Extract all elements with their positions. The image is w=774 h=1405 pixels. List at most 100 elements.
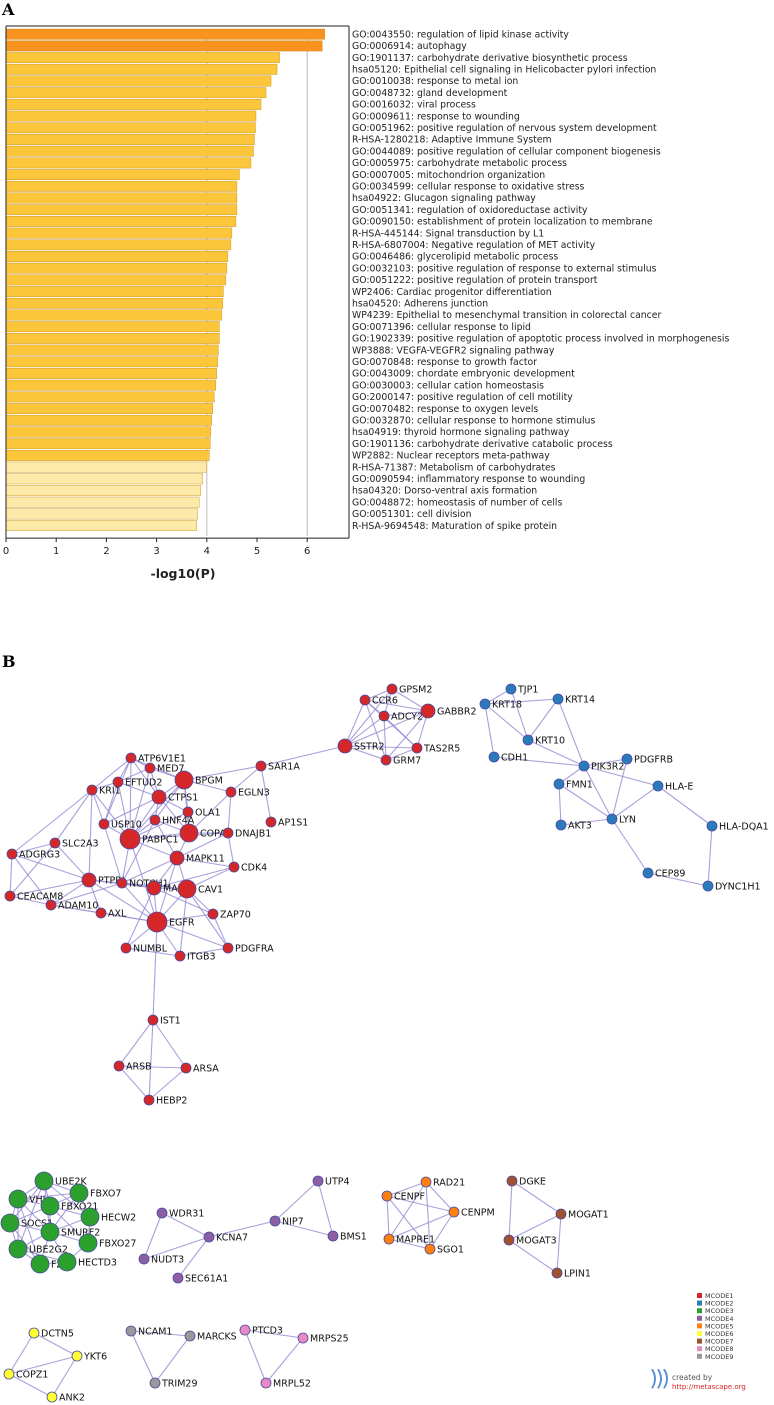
legend-swatch-4 [697,1315,702,1321]
edge-121 [118,1065,150,1101]
bar-label-5: GO:0010038: response to metal ion [352,76,518,87]
edge-205 [8,1373,53,1398]
node-vhl [8,1189,28,1209]
node-label-cdh1: CDH1 [501,753,528,764]
edge-15 [385,710,429,761]
node-wdr31 [156,1207,168,1219]
node-adcy2 [378,710,390,722]
edge-132 [583,758,628,767]
node-dync1h1 [702,880,714,892]
bar-label-15: hsa04922: Glucagon signaling pathway [352,193,536,204]
node-label-wdr31: WDR31 [169,1209,204,1220]
bar-label-13: GO:0007005: mitochondrion organization [352,170,545,181]
edge-83 [121,857,178,884]
edge-189 [425,1181,431,1250]
node-label-socs1: SOCS1 [21,1219,53,1230]
bar-label-11: GO:0044089: positive regulation of cellu… [352,146,661,157]
bar-29 [5,356,219,368]
edge-137 [558,783,613,820]
node-label-mogat3: MOGAT3 [516,1236,557,1247]
node-ceacam8 [4,890,16,902]
edge-56 [129,811,189,840]
bar-2 [5,40,323,52]
node-ube2k [34,1171,54,1191]
edge-195 [388,1238,431,1250]
edge-188 [388,1181,427,1240]
node-copz1 [3,1368,15,1380]
bar-32 [5,391,215,403]
node-notch1 [116,877,128,889]
edge-200 [508,1239,558,1274]
node-fzr1 [30,1254,50,1274]
node-mogat3 [503,1234,515,1246]
bar-7 [5,98,262,110]
edge-125 [484,698,559,705]
node-label-tas2r5: TAS2R5 [423,744,460,755]
node-krt10 [522,734,534,746]
edge-206 [130,1330,191,1337]
legend-label-3: MCODE3 [705,1307,734,1315]
node-label-ccr6: CCR6 [372,696,398,707]
bar-label-43: R-HSA-9694548: Maturation of spike prote… [352,521,557,532]
edge-160 [17,1198,41,1265]
node-adgrg3 [6,848,18,860]
node-label-atp6v1e1: ATP6V1E1 [138,754,186,765]
edge-201 [33,1332,78,1357]
edge-78 [11,853,90,881]
node-label-slc2a3: SLC2A3 [62,839,99,850]
bar-14 [5,180,238,192]
node-label-med7: MED7 [157,764,185,775]
edge-196 [511,1180,562,1215]
bar-label-27: GO:1902339: positive regulation of apopt… [352,334,729,345]
edge-76 [9,842,56,897]
edge-180 [274,1220,334,1237]
node-dgke [506,1175,518,1187]
node-eftud2 [112,776,124,788]
node-label-pdgfrb: PDGFRB [634,755,673,766]
node-label-utp4: UTP4 [325,1177,350,1188]
bar-40 [5,485,201,496]
node-label-ceacam8: CEACAM8 [17,892,63,903]
bar-31 [5,379,217,391]
node-hnf4a [149,814,161,826]
edge-57 [188,791,232,834]
node-label-ube2k: UBE2K [55,1177,88,1188]
edge-178 [274,1180,319,1222]
bar-label-9: GO:0051962: positive regulation of nervo… [352,123,657,134]
bar-label-7: GO:0016032: viral process [352,100,476,111]
legend-label-5: MCODE5 [705,1322,734,1330]
bar-38 [5,461,208,473]
edge-203 [8,1355,78,1375]
bar-39 [5,473,203,485]
node-ykt6 [71,1350,83,1362]
bar-26 [5,321,220,333]
bar-label-39: GO:0090594: inflammatory response to wou… [352,474,585,485]
bar-label-12: GO:0005975: carbohydrate metabolic proce… [352,158,567,169]
edge-139 [611,818,649,874]
bar-label-18: R-HSA-445144: Signal transduction by L1 [352,228,544,239]
node-label-adgrg3: ADGRG3 [19,850,60,861]
bar-label-29: GO:0070848: response to growth factor [352,357,537,368]
edge-20 [260,745,346,767]
edge-119 [148,1019,154,1101]
legend-swatch-5 [697,1323,702,1329]
node-ank2 [46,1391,58,1403]
edge-99 [153,887,214,915]
bar-label-38: R-HSA-71387: Metabolism of carbohydrates [352,462,556,473]
node-axl [95,907,107,919]
bar-label-25: WP4239: Epithelial to mesenchymal transi… [352,310,661,321]
node-label-grm7: GRM7 [393,756,421,767]
node-label-dctn5: DCTN5 [41,1329,74,1340]
edge-122 [148,1067,187,1101]
node-fbxo21 [40,1196,60,1216]
edge-208 [154,1335,191,1384]
node-label-fbxo7: FBXO7 [90,1189,121,1200]
edge-209 [244,1329,304,1339]
legend-label-6: MCODE6 [705,1330,734,1338]
edge-124 [510,688,529,741]
edge-43 [103,781,119,825]
edge-120 [118,1065,187,1069]
edge-49 [88,789,93,881]
bar-24 [5,297,224,309]
